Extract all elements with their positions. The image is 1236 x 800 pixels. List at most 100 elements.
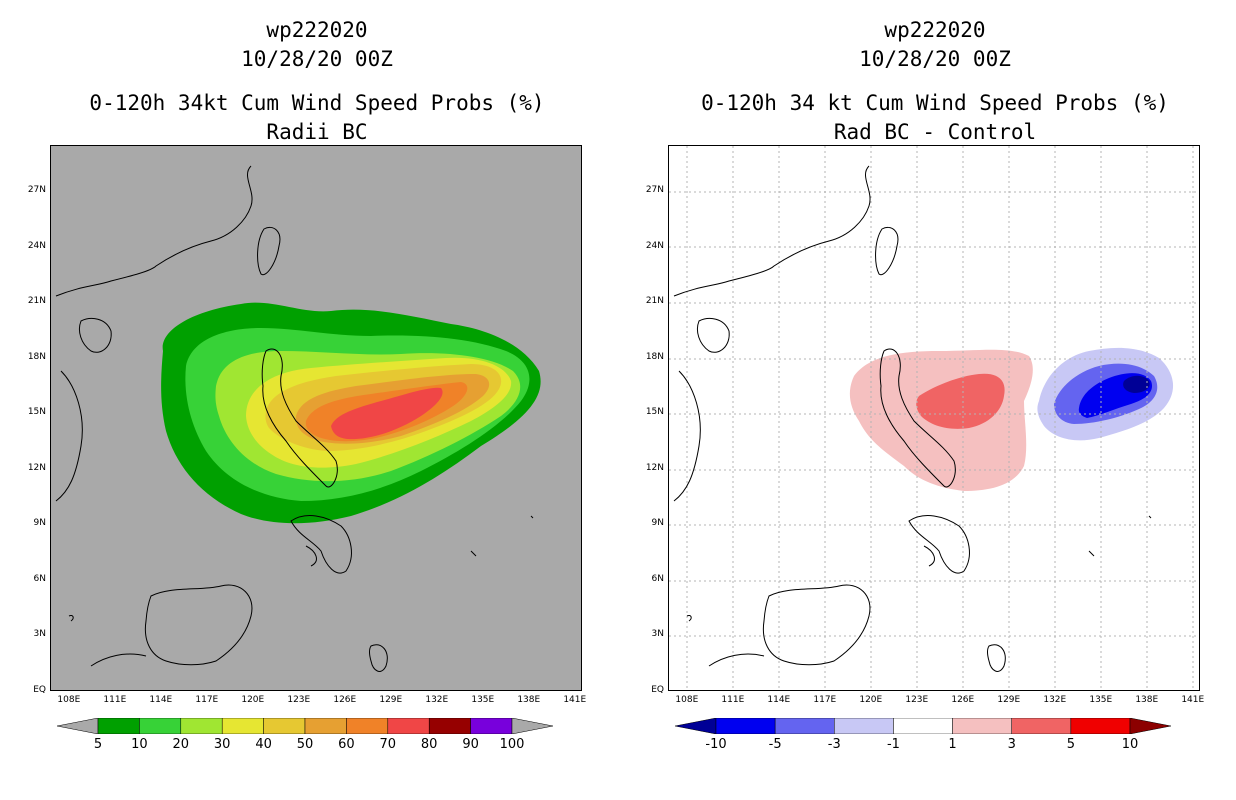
left-colorbar-label: 100	[499, 737, 525, 752]
left-colorbar-label: 30	[213, 737, 231, 752]
left-lon-label: 111E	[103, 695, 127, 705]
left-colorbar-segment	[221, 718, 264, 734]
left-lon-label: 132E	[425, 695, 449, 705]
right-colorbar-high-arrow	[1129, 718, 1171, 734]
left-colorbar-segment	[387, 718, 430, 734]
left-lon-label: 141E	[563, 695, 587, 705]
left-map-canvas	[55, 165, 541, 672]
left-colorbar-label: 20	[172, 737, 190, 752]
prob-contour-70	[331, 387, 443, 440]
right-lon-label: 111E	[721, 695, 745, 705]
right-colorbar-label: -3	[827, 737, 841, 752]
left-colorbar-segment	[97, 718, 140, 734]
right-lat-label: 6N	[651, 573, 664, 584]
left-colorbar-segment	[304, 718, 347, 734]
left-colorbar-label: 60	[338, 737, 355, 752]
right-colorbar-segment	[1011, 718, 1072, 734]
right-lat-label: 15N	[645, 407, 664, 418]
left-lon-label: 135E	[471, 695, 495, 705]
right-lat-label: 24N	[645, 240, 664, 251]
left-colorbar-label: 70	[379, 737, 397, 752]
right-difference-map	[668, 145, 1200, 691]
left-colorbar-segment	[346, 718, 389, 734]
left-colorbar-segment	[263, 718, 306, 734]
right-title-storm-id: wp222020	[884, 18, 986, 42]
right-colorbar-label: 3	[1007, 737, 1016, 752]
right-colorbar-label: -10	[705, 737, 727, 752]
right-lat-label: 3N	[651, 629, 664, 640]
left-lat-label: 12N	[27, 462, 46, 473]
left-probability-contours	[161, 302, 541, 524]
left-coastlines	[55, 165, 534, 672]
left-lon-label: 108E	[57, 695, 81, 705]
diff-contour-negative-10	[1123, 375, 1150, 393]
right-lon-label: 114E	[767, 695, 791, 705]
diff-contour-positive-3	[916, 373, 1005, 429]
right-lon-label: 138E	[1135, 695, 1159, 705]
right-lon-label: 129E	[997, 695, 1021, 705]
right-colorbar-segment	[893, 718, 953, 734]
left-lon-label: 120E	[241, 695, 265, 705]
right-title-date: 10/28/20 00Z	[859, 47, 1011, 71]
left-colorbar-segment	[428, 718, 471, 734]
left-colorbar-label: 40	[255, 737, 272, 752]
left-colorbar-segment	[180, 718, 223, 734]
left-lon-label: 123E	[287, 695, 311, 705]
right-lat-label: EQ	[651, 685, 664, 695]
left-colorbar-label: 90	[462, 737, 479, 752]
left-colorbar-segment	[470, 718, 513, 734]
left-colorbar-segment	[139, 718, 182, 734]
left-colorbar-label: 10	[131, 737, 148, 752]
right-colorbar-label: 5	[1066, 737, 1075, 752]
left-lat-label: 18N	[27, 351, 46, 362]
left-colorbar-label: 80	[420, 737, 438, 752]
right-colorbar-segment	[952, 718, 1012, 734]
left-lat-label: 9N	[33, 518, 46, 529]
right-colorbar-low-arrow	[675, 718, 717, 734]
right-lat-label: 18N	[645, 351, 664, 362]
left-lat-label: 3N	[33, 629, 46, 640]
right-lat-label: 12N	[645, 462, 664, 473]
right-colorbar-segment	[1070, 718, 1131, 734]
right-lon-label: 126E	[951, 695, 975, 705]
right-difference-contours	[849, 347, 1174, 491]
left-lon-label: 138E	[517, 695, 541, 705]
left-colorbar	[57, 718, 553, 734]
right-title-product: 0-120h 34 kt Cum Wind Speed Probs (%)	[701, 91, 1169, 115]
left-lat-label: 15N	[27, 407, 46, 418]
left-lat-label: 24N	[27, 240, 46, 251]
left-lat-label: 6N	[33, 573, 46, 584]
right-grid	[669, 146, 1199, 690]
right-map-canvas	[669, 146, 1199, 690]
left-lon-label: 126E	[333, 695, 357, 705]
left-lat-label: 21N	[27, 296, 46, 307]
left-colorbar-high-arrow	[511, 718, 553, 734]
right-lon-label: 141E	[1181, 695, 1205, 705]
right-colorbar-label: 10	[1121, 737, 1139, 752]
right-lat-label: 9N	[651, 518, 664, 529]
left-title-storm-id: wp222020	[266, 18, 368, 42]
right-colorbar-label: -1	[886, 737, 900, 752]
left-colorbar-low-arrow	[57, 718, 99, 734]
left-lon-label: 129E	[379, 695, 403, 705]
left-colorbar-label: 50	[296, 737, 314, 752]
right-colorbar-label: -5	[768, 737, 782, 752]
right-colorbar-segment	[715, 718, 776, 734]
right-colorbar-segment	[774, 718, 835, 734]
left-lon-label: 114E	[149, 695, 173, 705]
right-lon-label: 117E	[813, 695, 837, 705]
left-lat-label: 27N	[27, 185, 46, 196]
right-colorbar	[675, 718, 1171, 734]
right-coastlines	[673, 165, 1152, 672]
left-lat-label: EQ	[33, 685, 46, 695]
right-lat-label: 21N	[645, 296, 664, 307]
left-title-subtitle: Radii BC	[266, 120, 368, 144]
left-lon-label: 117E	[195, 695, 219, 705]
right-lon-label: 123E	[905, 695, 929, 705]
right-lon-label: 132E	[1043, 695, 1067, 705]
right-lat-label: 27N	[645, 185, 664, 196]
right-colorbar-label: 1	[948, 737, 957, 752]
left-colorbar-label: 5	[93, 737, 103, 752]
left-title-product: 0-120h 34kt Cum Wind Speed Probs (%)	[89, 91, 545, 115]
left-title-date: 10/28/20 00Z	[241, 47, 393, 71]
